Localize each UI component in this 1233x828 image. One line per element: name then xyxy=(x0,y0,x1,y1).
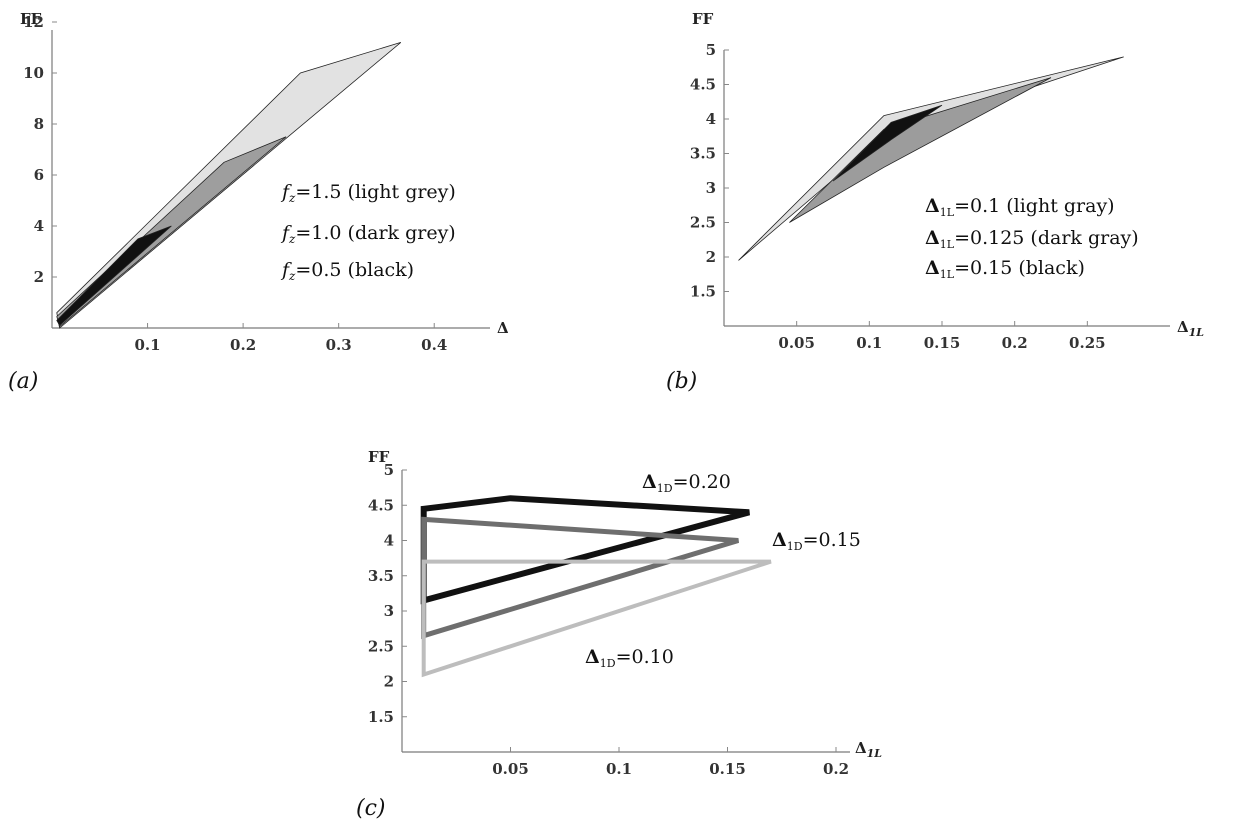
panel-b-label: (b) xyxy=(666,369,697,394)
panel-a-legend-entry-2: fz=1.0 (dark grey) xyxy=(280,222,456,246)
panel-a-x-tick-label-2: 0.3 xyxy=(326,336,352,354)
panel-b-y-tick-label-7: 5 xyxy=(706,41,716,59)
panel-a-y-tick-label-2: 6 xyxy=(34,166,44,184)
panel-c-x-axis-label-symbol: Δ xyxy=(855,739,867,757)
panel-c-x-tick-label-2: 0.15 xyxy=(709,760,746,778)
panel-a-x-tick-label-1: 0.2 xyxy=(230,336,256,354)
panel-b-y-tick-label-0: 1.5 xyxy=(690,283,716,301)
panel-a-x-axis-label: Δ xyxy=(497,319,509,337)
panel-b-y-tick-label-5: 4 xyxy=(706,110,716,128)
panel-b-x-tick-label-1: 0.1 xyxy=(856,334,882,352)
panel-b-x-tick-label-0: 0.05 xyxy=(778,334,815,352)
panel-b-chart: FF Δ1L 1.5 2 2.5 3 3.5 4 4.5 5 0.05 0.1 0.15 0.2 0.… xyxy=(666,10,1204,394)
panel-c-y-tick-label-3: 3 xyxy=(384,602,394,620)
panel-b-y-tick-label-6: 4.5 xyxy=(690,76,716,94)
panel-c-x-tick-label-1: 0.1 xyxy=(606,760,632,778)
panel-c-series-1 xyxy=(424,519,739,635)
panel-b-y-axis-label: FF xyxy=(692,10,714,28)
panel-c-x-axis-label: Δ1L xyxy=(855,739,882,760)
panel-a-y-tick-label-5: 12 xyxy=(23,13,44,31)
panel-b-x-tick-label-4: 0.25 xyxy=(1069,334,1106,352)
panel-b-x-tick-label-3: 0.2 xyxy=(1002,334,1028,352)
panel-c-y-tick-label-1: 2 xyxy=(384,673,394,691)
panel-a-x-tick-label-3: 0.4 xyxy=(421,336,447,354)
panel-c-x-tick-label-3: 0.2 xyxy=(823,760,849,778)
panel-a-series-1 xyxy=(57,137,286,327)
panel-c-y-tick-label-7: 5 xyxy=(384,461,394,479)
panel-a-y-tick-label-1: 4 xyxy=(34,217,44,235)
panel-a-legend-entry-3: fz=0.5 (black) xyxy=(280,259,414,283)
panel-c-annotation-1: Δ1D=0.20 xyxy=(642,471,731,495)
panel-a-legend-entry-1: fz=1.5 (light grey) xyxy=(280,181,456,205)
panel-a-x-tick-label-0: 0.1 xyxy=(135,336,161,354)
panel-b-y-tick-label-1: 2 xyxy=(706,248,716,266)
panel-b-y-tick-label-4: 3.5 xyxy=(690,145,716,163)
panel-c-x-tick-label-0: 0.05 xyxy=(492,760,529,778)
panel-c-chart: FF Δ1L 1.522.533.544.55 0.05 0.1 0.15 0.2 Δ… xyxy=(356,448,882,821)
panel-b-x-axis-label-sub: 1L xyxy=(1189,326,1205,339)
panel-c-x-axis-label-sub: 1L xyxy=(867,747,883,760)
panel-a-y-tick-label-0: 2 xyxy=(34,268,44,286)
panel-c-annotation-3: Δ1D=0.10 xyxy=(585,646,674,670)
panel-c-y-tick-label-6: 4.5 xyxy=(368,496,394,514)
panel-b-legend-entry-2: Δ1L=0.125 (dark gray) xyxy=(925,227,1139,251)
panel-a-series-2 xyxy=(57,226,172,325)
panel-c-y-tick-label-4: 3.5 xyxy=(368,567,394,585)
panel-b-legend-entry-1: Δ1L=0.1 (light gray) xyxy=(925,195,1115,219)
panel-a-legend: fz=1.5 (light grey) fz=1.0 (dark grey) f… xyxy=(280,181,456,283)
panel-c-y-tick-label-5: 4 xyxy=(384,532,394,550)
panel-c-y-tick-label-0: 1.5 xyxy=(368,708,394,726)
panel-c-annotation-2: Δ1D=0.15 xyxy=(772,529,861,553)
panel-b-x-axis-label-symbol: Δ xyxy=(1177,318,1189,336)
panel-b-x-tick-label-2: 0.15 xyxy=(924,334,961,352)
panel-b-x-axis-label: Δ1L xyxy=(1177,318,1204,339)
panel-a-y-tick-label-3: 8 xyxy=(34,115,44,133)
panel-a-label: (a) xyxy=(8,369,38,394)
panel-b-legend-entry-3: Δ1L=0.15 (black) xyxy=(925,257,1085,281)
panel-b-y-tick-label-2: 2.5 xyxy=(690,214,716,232)
panel-b-y-tick-label-3: 3 xyxy=(706,179,716,197)
panel-b-legend: Δ1L=0.1 (light gray) Δ1L=0.125 (dark gra… xyxy=(925,195,1139,281)
panel-c-y-tick-label-2: 2.5 xyxy=(368,637,394,655)
panel-a-y-tick-label-4: 10 xyxy=(23,64,44,82)
panel-c-label: (c) xyxy=(356,796,386,821)
